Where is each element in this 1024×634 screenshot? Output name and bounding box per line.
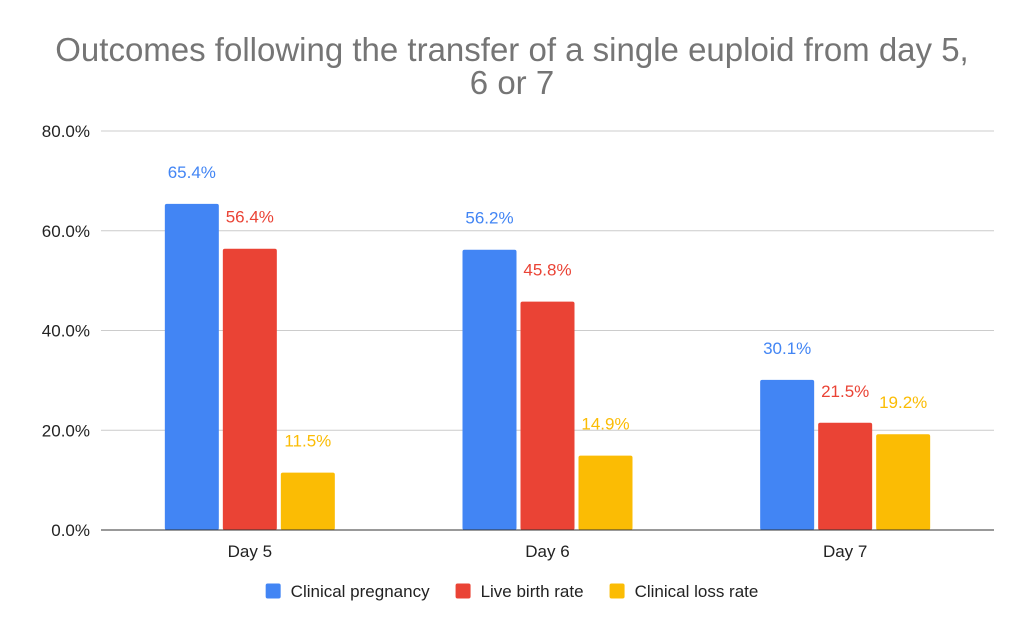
bar — [222, 248, 277, 530]
y-tick-label: 80.0% — [42, 122, 90, 141]
x-category-label: Day 5 — [228, 542, 272, 561]
legend-swatch — [265, 583, 281, 599]
data-label: 56.2% — [465, 209, 513, 228]
chart-title: Outcomes following the transfer of a sin… — [55, 31, 968, 101]
y-tick-label: 0.0% — [51, 521, 90, 540]
x-category-label: Day 6 — [525, 542, 569, 561]
y-tick-label: 20.0% — [42, 421, 90, 440]
legend-item: Clinical pregnancy — [265, 582, 430, 601]
bar — [578, 455, 633, 530]
data-label: 21.5% — [821, 382, 869, 401]
bar — [280, 472, 335, 530]
data-label: 56.4% — [226, 208, 274, 227]
data-label: 65.4% — [168, 163, 216, 182]
data-label: 19.2% — [879, 393, 927, 412]
bar — [462, 249, 517, 530]
legend-swatch — [455, 583, 471, 599]
y-tick-label: 40.0% — [42, 322, 90, 341]
bar — [818, 422, 873, 530]
chart-title-line-1: Outcomes following the transfer of a sin… — [55, 31, 968, 68]
data-label: 45.8% — [523, 261, 571, 280]
chart-title-line-2: 6 or 7 — [470, 64, 554, 101]
legend-label: Clinical loss rate — [635, 582, 759, 601]
legend-label: Clinical pregnancy — [291, 582, 430, 601]
y-tick-label: 60.0% — [42, 222, 90, 241]
bar — [760, 379, 815, 530]
legend-item: Clinical loss rate — [609, 582, 759, 601]
legend-swatch — [609, 583, 625, 599]
data-label: 14.9% — [581, 415, 629, 434]
legend-item: Live birth rate — [455, 582, 584, 601]
data-label: 30.1% — [763, 339, 811, 358]
legend-label: Live birth rate — [481, 582, 584, 601]
bar — [876, 434, 931, 530]
y-axis-tick-labels: 0.0% 20.0% 40.0% 60.0% 80.0% — [42, 122, 90, 540]
data-labels: 65.4% 56.4% 11.5% 56.2% 45.8% 14.9% 30.1% 21.5%… — [168, 163, 928, 451]
bar — [520, 301, 575, 530]
x-axis-category-labels: Day 5 Day 6 Day 7 — [228, 542, 868, 561]
bar — [164, 203, 219, 530]
x-category-label: Day 7 — [823, 542, 867, 561]
legend: Clinical pregnancy Live birth rate Clinica… — [265, 582, 759, 601]
data-label: 11.5% — [284, 432, 331, 451]
bars — [164, 203, 931, 530]
